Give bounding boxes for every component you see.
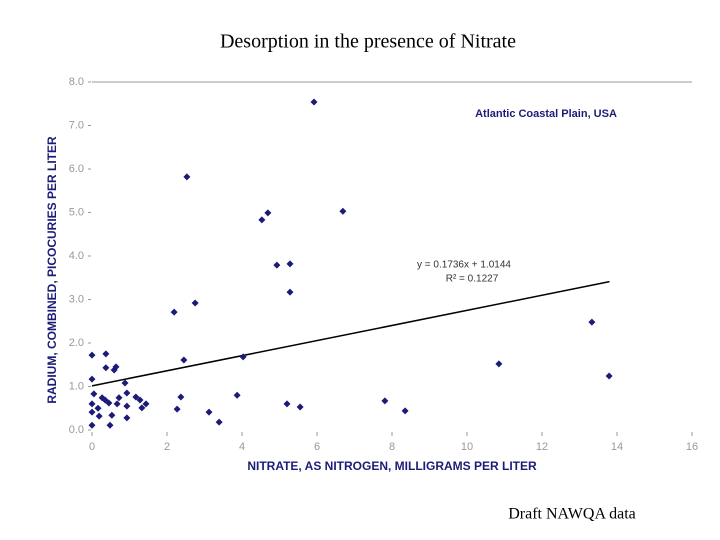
point <box>108 411 116 419</box>
point <box>132 393 140 401</box>
point <box>495 360 503 368</box>
point <box>273 261 281 269</box>
point <box>233 391 241 399</box>
point <box>605 372 613 380</box>
point <box>90 390 98 398</box>
point <box>310 98 318 106</box>
point <box>136 396 144 404</box>
point <box>142 400 150 408</box>
point <box>215 418 223 426</box>
point <box>286 288 294 296</box>
point <box>264 209 272 217</box>
annotation: R² = 0.1227 <box>446 274 499 285</box>
trendline <box>91 280 610 387</box>
point <box>401 407 409 415</box>
point <box>286 260 294 268</box>
point <box>183 173 191 181</box>
point <box>170 308 178 316</box>
x-tick-label: 10 <box>461 441 473 453</box>
y-tick-label: 5.0 <box>69 206 84 218</box>
point <box>173 405 181 413</box>
annotation: Atlantic Coastal Plain, USA <box>475 108 617 120</box>
y-axis-label: RADIUM, COMBINED, PICOCURIES PER LITER <box>45 136 59 404</box>
point <box>381 397 389 405</box>
x-tick-label: 12 <box>536 441 548 453</box>
point <box>95 412 103 420</box>
x-tick-label: 8 <box>389 441 395 453</box>
point <box>115 394 123 402</box>
x-tick-label: 6 <box>314 441 320 453</box>
y-tick-label: 2.0 <box>69 337 84 349</box>
y-tick-label: 6.0 <box>69 163 84 175</box>
point <box>102 350 110 358</box>
x-tick-label: 2 <box>164 441 170 453</box>
point <box>123 389 131 397</box>
point <box>102 364 110 372</box>
chart-title: Desorption in the presence of Nitrate <box>220 31 516 53</box>
point <box>88 408 96 416</box>
y-tick-label: 0.0 <box>69 424 84 436</box>
y-tick-label: 3.0 <box>69 293 84 305</box>
point <box>138 404 146 412</box>
point <box>180 356 188 364</box>
point <box>112 363 120 371</box>
point <box>205 408 213 416</box>
point <box>88 400 96 408</box>
x-tick-label: 16 <box>686 441 698 453</box>
y-tick-label: 4.0 <box>69 250 84 262</box>
point <box>296 403 304 411</box>
x-tick-label: 4 <box>239 441 245 453</box>
point <box>106 421 114 429</box>
point <box>123 414 131 422</box>
x-tick-label: 14 <box>611 441 623 453</box>
point <box>88 351 96 359</box>
point <box>121 379 129 387</box>
point <box>113 400 121 408</box>
point <box>191 299 199 307</box>
point <box>258 216 266 224</box>
annotation: y = 0.1736x + 1.0144 <box>417 260 511 271</box>
point <box>88 421 96 429</box>
y-tick-label: 8.0 <box>69 76 84 88</box>
point <box>339 207 347 215</box>
point <box>123 402 131 410</box>
point <box>239 353 247 361</box>
point <box>177 393 185 401</box>
point <box>283 400 291 408</box>
point <box>105 399 113 407</box>
y-tick-label: 7.0 <box>69 119 84 131</box>
x-tick-label: 0 <box>89 441 95 453</box>
point <box>588 318 596 326</box>
x-axis-label: NITRATE, AS NITROGEN, MILLIGRAMS PER LIT… <box>247 459 537 473</box>
footer: Draft NAWQA data <box>508 506 636 523</box>
point <box>94 404 102 412</box>
point <box>88 375 96 383</box>
y-tick-label: 1.0 <box>69 380 84 392</box>
